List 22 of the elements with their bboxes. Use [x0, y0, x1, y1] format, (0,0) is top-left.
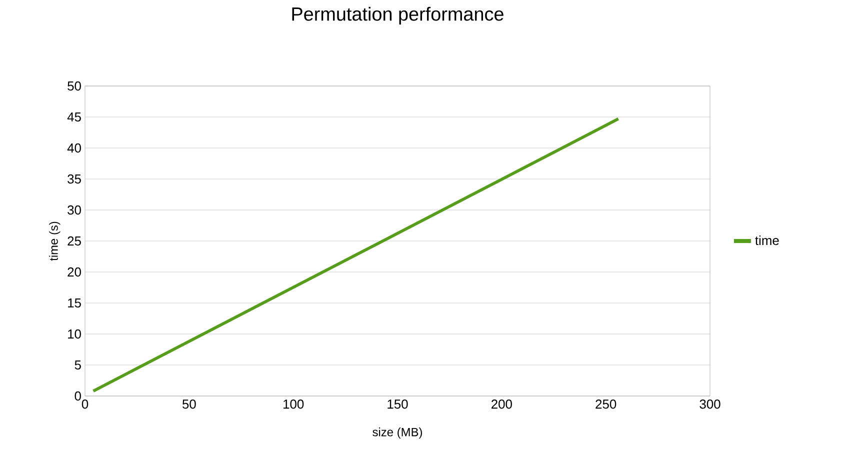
x-tick-label: 250 [596, 400, 616, 409]
y-tick-label: 20 [68, 267, 81, 277]
y-tick-label: 30 [68, 205, 81, 215]
x-tick-label: 0 [82, 400, 88, 409]
y-tick-label: 5 [74, 360, 81, 370]
y-tick-label: 25 [68, 236, 81, 246]
x-tick-label: 100 [284, 400, 304, 409]
x-axis-title: size (MB) [372, 428, 422, 439]
x-tick-label: 200 [492, 400, 512, 409]
y-tick-label: 0 [74, 391, 81, 401]
y-tick-label: 45 [67, 112, 81, 122]
y-tick-label: 15 [68, 298, 81, 308]
legend-label: time [755, 236, 779, 246]
y-tick-label: 50 [68, 81, 81, 91]
x-tick-label: 300 [700, 400, 720, 409]
y-tick-label: 35 [68, 174, 81, 184]
x-tick-label: 150 [388, 400, 408, 409]
y-tick-label: 40 [67, 143, 81, 153]
y-tick-label: 10 [68, 329, 81, 339]
y-axis-title: time (s) [49, 222, 60, 261]
x-tick-label: 50 [182, 400, 196, 409]
chart-title: Permutation performance [292, 6, 504, 24]
